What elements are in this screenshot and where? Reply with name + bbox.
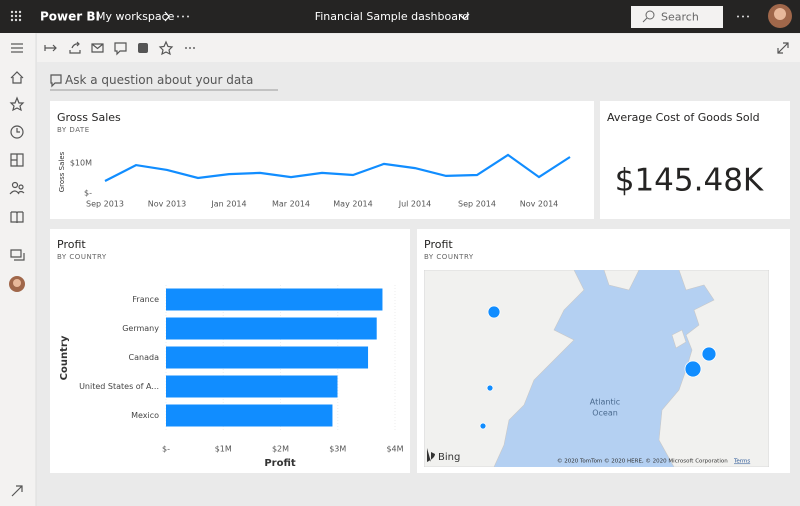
- bar: [166, 346, 369, 369]
- map-attribution: © 2020 TomTom © 2020 HERE, © 2020 Micros…: [557, 458, 728, 465]
- toolbar-share[interactable]: [69, 41, 81, 54]
- x-tick-label: $4M: [386, 445, 403, 454]
- search-icon: [642, 17, 648, 23]
- y-tick-label: Canada: [129, 353, 160, 362]
- dashboard-title[interactable]: Financial Sample dashboard: [315, 10, 470, 23]
- tile-title: Profit: [424, 238, 453, 251]
- tile-title: Profit: [57, 238, 86, 251]
- x-tick-label: Mar 2014: [272, 200, 310, 209]
- map[interactable]: Atlantic Ocean Bing © 2020 TomTom © 2020…: [424, 270, 769, 467]
- nav-apps[interactable]: [10, 153, 24, 167]
- settings-menu[interactable]: [737, 15, 749, 18]
- tile-subtitle: BY COUNTRY: [57, 253, 107, 261]
- tile-gross-sales[interactable]: [50, 101, 594, 219]
- x-tick-label: Jan 2014: [210, 200, 246, 209]
- search-icon: [645, 10, 655, 20]
- x-tick-label: $2M: [272, 445, 289, 454]
- y-tick-label: France: [132, 295, 159, 304]
- app-name[interactable]: Power BI: [40, 10, 100, 24]
- nav-shared[interactable]: [9, 181, 25, 195]
- tile-title: Average Cost of Goods Sold: [607, 111, 760, 124]
- y-axis-label: Country: [59, 335, 70, 380]
- land-greenland: [603, 270, 640, 291]
- nav-learn[interactable]: [10, 211, 24, 223]
- nav-menu[interactable]: [11, 43, 23, 53]
- toolbar-subscribe[interactable]: [91, 43, 104, 53]
- x-tick-label: Sep 2013: [86, 200, 124, 209]
- app-launcher[interactable]: [10, 10, 22, 22]
- toolbar-teams[interactable]: [138, 43, 148, 53]
- y-tick-label: Mexico: [131, 411, 159, 420]
- x-tick-label: $3M: [329, 445, 346, 454]
- tile-subtitle: BY COUNTRY: [424, 253, 474, 261]
- y-tick-label: $-: [84, 189, 92, 198]
- qa-input[interactable]: Ask a question about your data: [65, 73, 253, 87]
- map-label: Atlantic: [590, 398, 620, 407]
- x-tick-label: Sep 2014: [458, 200, 496, 209]
- nav-workspaces[interactable]: [10, 249, 25, 261]
- bar: [166, 404, 333, 427]
- bing-logo: [427, 448, 435, 462]
- x-axis-label: Profit: [264, 458, 296, 469]
- nav-recent[interactable]: [10, 125, 24, 139]
- user-avatar: [774, 8, 786, 20]
- map-label: Ocean: [592, 409, 618, 418]
- land-europe-africa: [658, 270, 769, 467]
- bar: [166, 288, 383, 311]
- qa-icon: [50, 74, 62, 88]
- x-tick-label: Nov 2014: [520, 200, 559, 209]
- tile-subtitle: BY DATE: [57, 126, 90, 134]
- more-menu[interactable]: [177, 15, 189, 18]
- nav-my-workspace: [13, 279, 21, 287]
- map-provider: Bing: [438, 452, 460, 463]
- bar: [166, 317, 377, 340]
- toolbar-fit[interactable]: [44, 44, 57, 52]
- toolbar-favorite[interactable]: [158, 40, 174, 56]
- map-terms[interactable]: Terms: [733, 459, 750, 465]
- y-tick-label: Germany: [122, 324, 159, 333]
- x-tick-label: $-: [162, 445, 170, 454]
- land-uk: [671, 329, 687, 349]
- line-series: [104, 153, 571, 182]
- title-chevron[interactable]: [458, 13, 470, 20]
- tile-title: Gross Sales: [57, 111, 121, 124]
- nav-favorites[interactable]: [9, 96, 25, 112]
- tile-kpi[interactable]: [600, 101, 790, 219]
- x-tick-label: Nov 2013: [148, 200, 187, 209]
- toolbar: [37, 34, 800, 62]
- toolbar-comments[interactable]: [114, 42, 127, 56]
- kpi-value: $145.48K: [615, 163, 764, 199]
- map-bubble[interactable]: [701, 346, 717, 362]
- land-north-america: [424, 270, 585, 467]
- x-tick-label: Jul 2014: [398, 200, 432, 209]
- search-box[interactable]: [631, 6, 723, 28]
- map-bubble[interactable]: [487, 305, 501, 319]
- toolbar-fullscreen[interactable]: [777, 42, 789, 54]
- map-bubble[interactable]: [684, 360, 702, 378]
- map-bubble[interactable]: [479, 422, 487, 430]
- map-bubble[interactable]: [486, 384, 494, 392]
- toolbar-more[interactable]: [185, 47, 195, 49]
- map-bubbles: [479, 305, 717, 430]
- bar: [166, 375, 338, 398]
- y-tick-label: $10M: [70, 159, 92, 168]
- nav-get-data[interactable]: [11, 485, 23, 497]
- left-nav: [0, 33, 36, 506]
- y-tick-label: United States of A...: [79, 382, 159, 391]
- breadcrumb-chevron: [164, 11, 170, 22]
- y-axis-label: Gross Sales: [58, 151, 66, 192]
- x-tick-label: $1M: [215, 445, 232, 454]
- x-tick-label: May 2014: [333, 200, 372, 209]
- workspace-link[interactable]: My workspace: [96, 10, 175, 23]
- search-placeholder: Search: [661, 11, 699, 24]
- nav-home[interactable]: [10, 71, 24, 84]
